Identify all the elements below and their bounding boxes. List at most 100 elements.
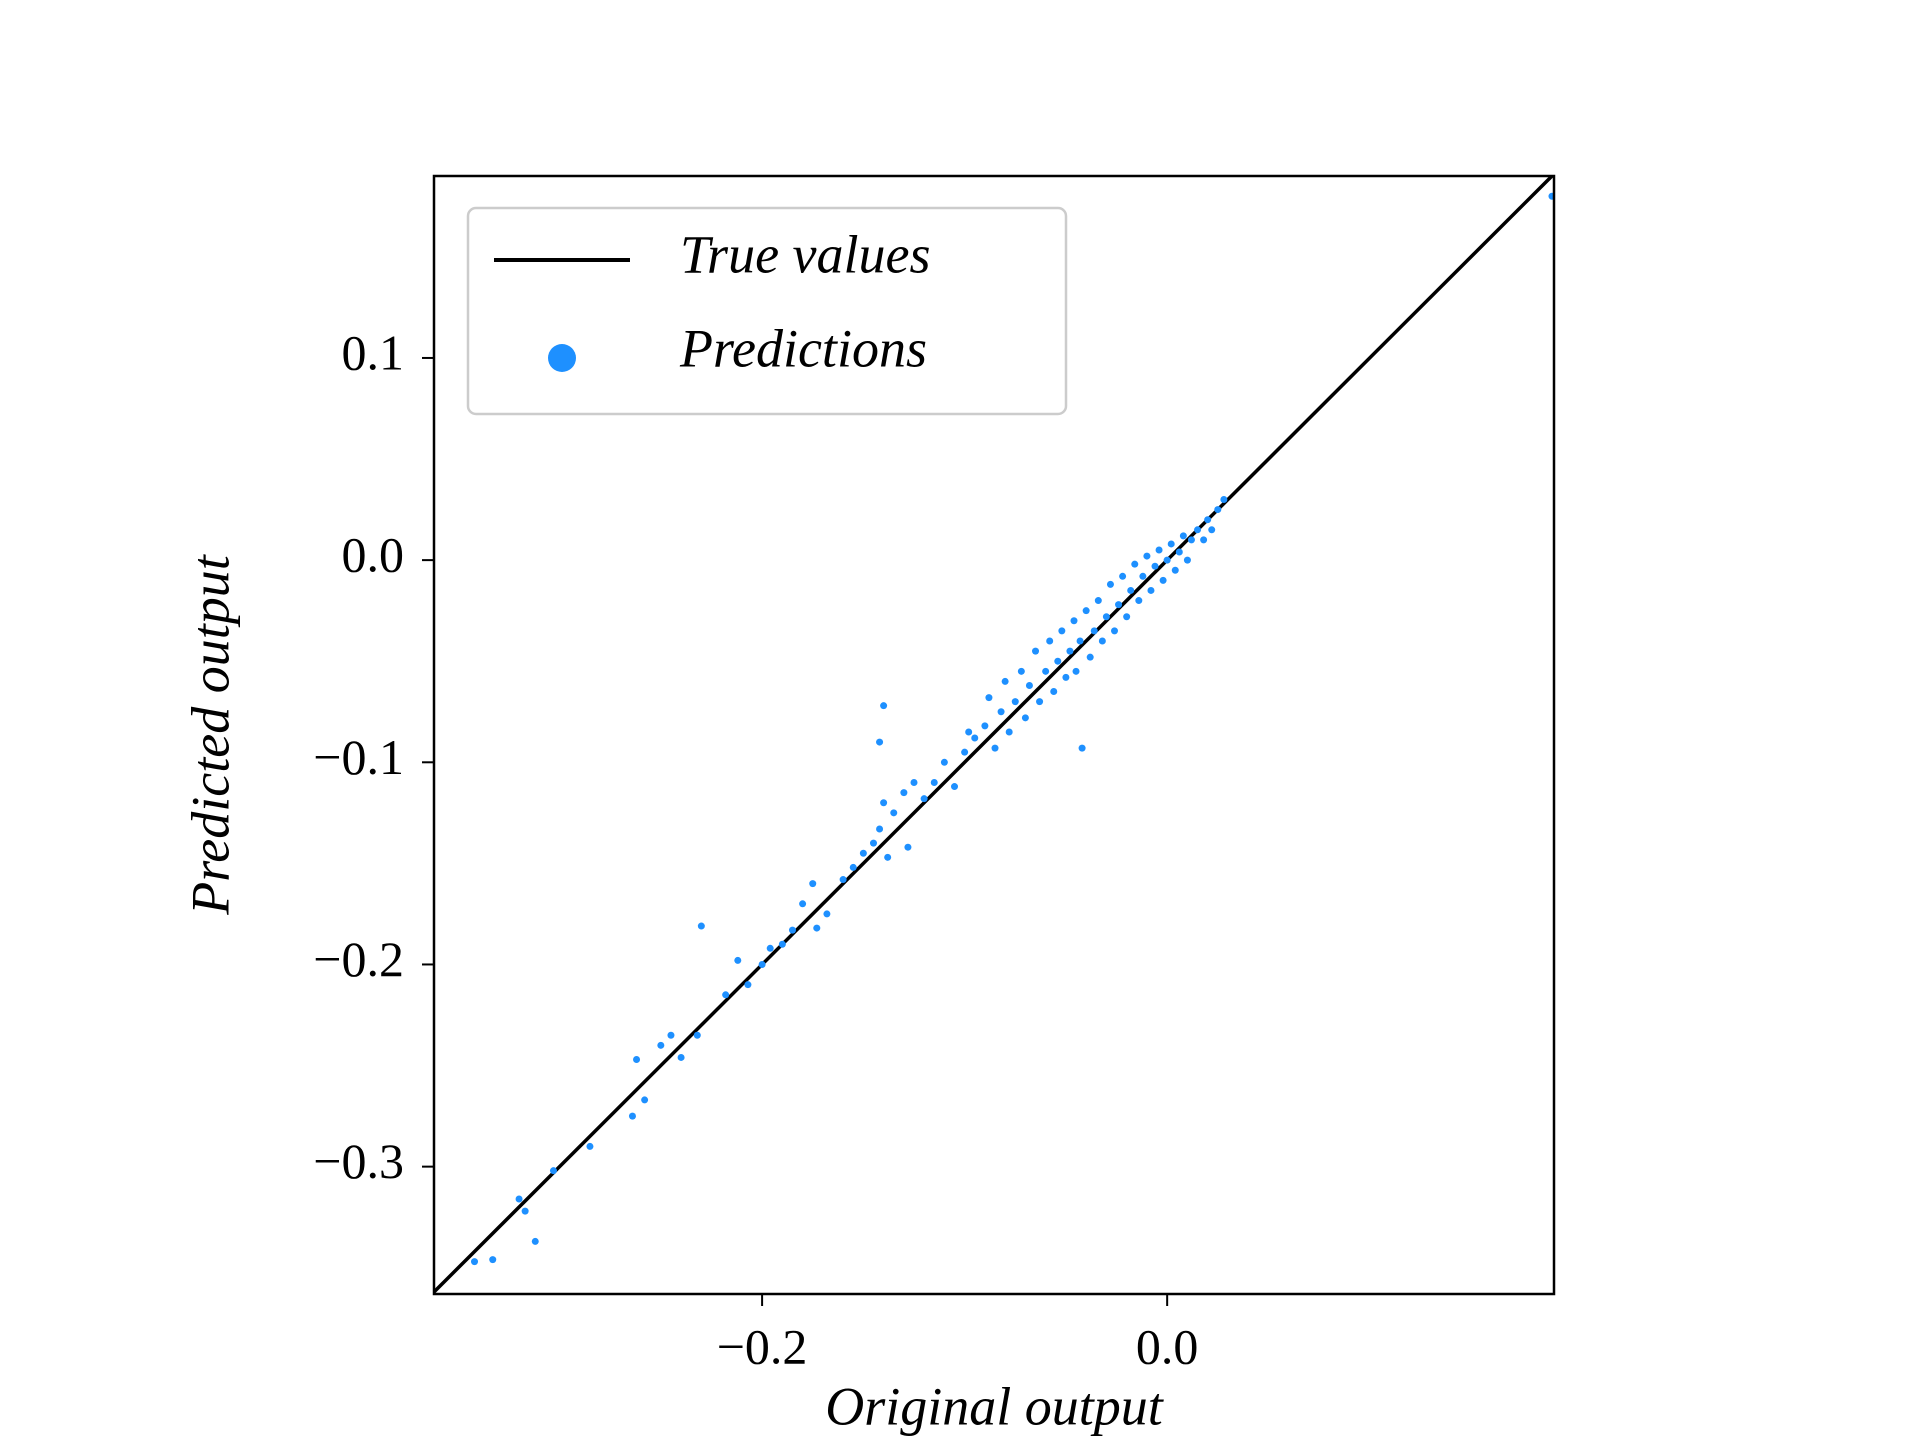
point	[1200, 536, 1208, 544]
point	[1171, 566, 1179, 574]
point	[904, 843, 912, 851]
point	[1204, 516, 1212, 524]
point	[930, 779, 938, 787]
point	[1032, 647, 1040, 655]
point	[697, 922, 705, 930]
point	[839, 876, 847, 884]
point	[1005, 728, 1013, 736]
point	[859, 849, 867, 857]
point	[1106, 580, 1114, 588]
point	[766, 944, 774, 952]
point	[971, 734, 979, 742]
point	[722, 991, 730, 999]
x-axis-label: Original output	[825, 1376, 1165, 1436]
point	[910, 779, 918, 787]
point	[633, 1055, 641, 1063]
point	[1194, 526, 1202, 534]
point	[1183, 556, 1191, 564]
point	[788, 926, 796, 934]
point	[1163, 556, 1171, 564]
point	[1090, 627, 1098, 635]
point	[1548, 192, 1554, 200]
point	[657, 1041, 665, 1049]
point	[1094, 597, 1102, 605]
point	[1021, 714, 1029, 722]
point	[521, 1207, 529, 1215]
point	[991, 744, 999, 752]
point	[1102, 613, 1110, 621]
point	[985, 694, 993, 702]
point	[1111, 627, 1119, 635]
point	[693, 1031, 701, 1039]
point	[961, 748, 969, 756]
point	[1220, 495, 1228, 503]
point	[823, 910, 831, 918]
point	[1017, 667, 1025, 675]
point	[951, 783, 959, 791]
point	[869, 839, 877, 847]
point	[1025, 681, 1033, 689]
point	[1131, 560, 1139, 568]
legend-dot	[548, 344, 576, 372]
point	[880, 799, 888, 807]
point	[1050, 688, 1058, 696]
point	[1139, 572, 1147, 580]
y-tick-label: −0.2	[313, 931, 404, 987]
point	[880, 702, 888, 710]
point	[1151, 562, 1159, 570]
point	[920, 795, 928, 803]
plot-frame	[432, 174, 1556, 1296]
point	[813, 924, 821, 932]
point	[997, 708, 1005, 716]
y-tick-label: −0.3	[313, 1133, 404, 1189]
point	[1143, 552, 1151, 560]
point	[876, 738, 884, 746]
point	[1119, 572, 1127, 580]
y-axis-label: Predicted output	[180, 553, 240, 915]
true-line	[434, 176, 1554, 1294]
point	[1001, 677, 1009, 685]
point	[1127, 586, 1135, 594]
point	[965, 728, 973, 736]
point	[1072, 667, 1080, 675]
point	[677, 1053, 685, 1061]
point	[1147, 586, 1155, 594]
point	[1115, 601, 1123, 609]
y-tick-label: −0.1	[313, 729, 404, 785]
point	[1082, 607, 1090, 615]
y-tick-label: 0.0	[342, 527, 405, 583]
point	[734, 956, 742, 964]
point	[1167, 540, 1175, 548]
point	[744, 981, 752, 989]
point	[1123, 613, 1131, 621]
point	[884, 853, 892, 861]
point	[586, 1142, 594, 1150]
point	[1135, 597, 1143, 605]
legend-label: Predictions	[679, 318, 927, 378]
point	[667, 1031, 675, 1039]
point	[1011, 698, 1019, 706]
point	[549, 1167, 557, 1175]
point	[1098, 637, 1106, 645]
point	[1159, 576, 1167, 584]
point	[809, 880, 817, 888]
point	[531, 1237, 539, 1245]
x-tick-label: −0.2	[717, 1318, 808, 1374]
point	[1036, 698, 1044, 706]
point	[900, 789, 908, 797]
point	[515, 1195, 523, 1203]
point	[940, 758, 948, 766]
point	[1175, 548, 1183, 556]
y-tick-label: 0.1	[342, 324, 405, 380]
legend-label: True values	[680, 224, 931, 284]
point	[489, 1256, 497, 1264]
point	[1070, 617, 1078, 625]
point	[471, 1258, 479, 1266]
point	[758, 960, 766, 968]
point	[1076, 637, 1084, 645]
point	[876, 825, 884, 833]
point	[1058, 627, 1066, 635]
point	[1062, 673, 1070, 681]
point	[1187, 536, 1195, 544]
point	[1046, 637, 1054, 645]
